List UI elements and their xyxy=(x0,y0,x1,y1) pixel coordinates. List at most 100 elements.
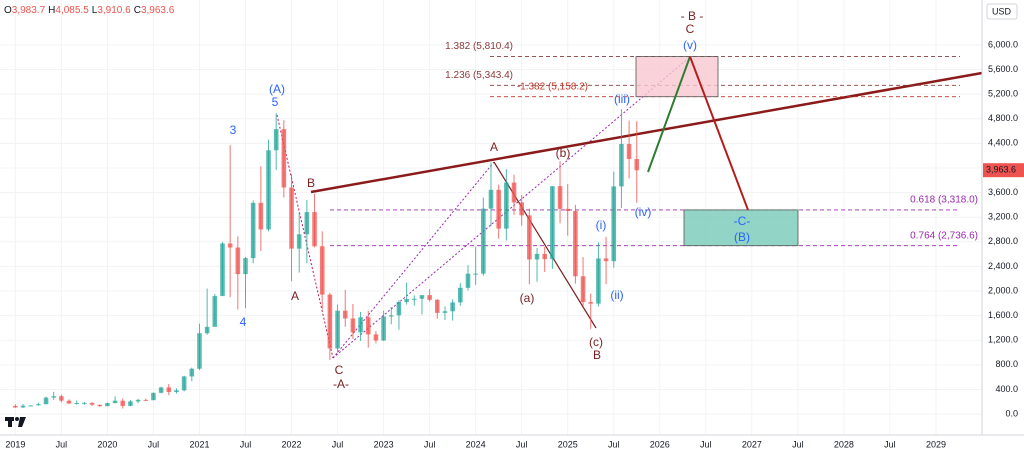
last-price-label: 3,963.6 xyxy=(986,165,1016,175)
x-tick-label: Jul xyxy=(884,439,896,449)
y-tick-label: 3,200.0 xyxy=(988,212,1018,222)
wave-label: (iv) xyxy=(635,205,652,219)
wave-label: - B - xyxy=(681,9,704,23)
ohlc-value: 4,085.5 xyxy=(55,5,89,16)
x-tick-label: 2021 xyxy=(189,439,209,449)
candle-body xyxy=(557,186,563,209)
wave-label: (b) xyxy=(556,146,571,160)
trend-line xyxy=(310,71,983,194)
wave-label: 4 xyxy=(240,315,247,329)
candle-body xyxy=(481,208,486,274)
wave-label: 5 xyxy=(272,95,279,109)
candle-body xyxy=(128,401,133,406)
candle-body xyxy=(519,202,524,216)
candle-body xyxy=(266,150,271,230)
y-tick-label: 2,000.0 xyxy=(988,285,1018,295)
candle-body xyxy=(296,234,302,249)
x-tick-label: Jul xyxy=(56,439,68,449)
candle-body xyxy=(619,143,624,187)
fib-label: 1.236 (5,343.4) xyxy=(445,70,513,81)
fib-label: 1.382 (5,810.4) xyxy=(445,41,513,52)
wave-label: -C- xyxy=(734,214,751,228)
wave-label: A xyxy=(291,289,299,303)
x-tick-label: 2023 xyxy=(374,439,394,449)
y-tick-label: 5,600.0 xyxy=(988,64,1018,74)
ohlc-key: C xyxy=(134,5,141,16)
ohlc-value: 3,963.6 xyxy=(141,5,175,16)
candle-body xyxy=(181,376,187,391)
fib-label: 0.764 (2,736.6) xyxy=(910,230,978,241)
candle-body xyxy=(588,302,594,304)
candle-body xyxy=(427,295,432,300)
candle-body xyxy=(312,212,317,247)
wave-label: C xyxy=(686,22,695,36)
candle-body xyxy=(281,129,287,188)
wave-label: A xyxy=(490,140,498,154)
candle-body xyxy=(335,310,340,349)
x-tick-label: 2022 xyxy=(282,439,302,449)
candle-body xyxy=(97,404,103,407)
wave-label: (c) xyxy=(589,335,603,349)
candle-body xyxy=(319,246,325,295)
candle-body xyxy=(365,317,371,335)
candle-body xyxy=(358,317,363,333)
wave-label: (B) xyxy=(734,230,750,244)
y-tick-label: 2,800.0 xyxy=(988,236,1018,246)
ohlc-key: L xyxy=(92,5,98,16)
x-tick-label: 2020 xyxy=(97,439,117,449)
candle-body xyxy=(28,405,33,407)
x-tick-label: Jul xyxy=(240,439,252,449)
y-tick-label: 6,000.0 xyxy=(988,39,1018,49)
candle-body xyxy=(174,390,179,392)
candle-body xyxy=(381,316,386,341)
candle-body xyxy=(434,299,440,313)
candle-body xyxy=(442,311,448,313)
overlay-layer: 1.382 (5,810.4) 1.236 (5,343.4) -1.382 (5,… xyxy=(230,9,978,391)
candle-body xyxy=(465,273,471,288)
candle-body xyxy=(105,403,110,407)
candle-body xyxy=(473,273,478,275)
ohlc-key: O xyxy=(4,5,12,16)
candle-body xyxy=(204,326,210,334)
wave-connector xyxy=(332,56,691,359)
candle-body xyxy=(419,295,425,299)
candles xyxy=(13,109,640,409)
candle-body xyxy=(404,299,409,302)
x-tick-label: 2029 xyxy=(926,439,946,449)
last-price-tag xyxy=(983,163,1024,178)
candle-body xyxy=(496,189,501,229)
candle-body xyxy=(388,315,394,317)
x-tick-label: 2024 xyxy=(466,439,486,449)
ohlc-value: 3,910.6 xyxy=(97,5,131,16)
candle-body xyxy=(74,403,80,405)
candle-body xyxy=(189,368,195,377)
candle-body xyxy=(158,387,164,393)
y-tick-label: 1,200.0 xyxy=(988,335,1018,345)
wave-connector xyxy=(276,114,334,359)
candle-body xyxy=(596,258,601,304)
projection-arrow xyxy=(689,56,749,211)
y-tick-label: 4,400.0 xyxy=(988,138,1018,148)
candle-body xyxy=(36,404,41,406)
candle-body xyxy=(89,402,95,405)
candle-body xyxy=(488,189,494,209)
y-tick-label: 1,600.0 xyxy=(988,310,1018,320)
currency[interactable]: USD xyxy=(992,6,1012,16)
candle-body xyxy=(411,298,417,300)
y-tick-label: 400.0 xyxy=(995,384,1018,394)
candle-body xyxy=(304,212,310,235)
candle-body xyxy=(573,211,578,277)
candle-body xyxy=(273,129,279,151)
wave-label: (iii) xyxy=(614,92,630,106)
candle-body xyxy=(542,253,548,260)
candle-body xyxy=(135,399,141,402)
candle-body xyxy=(580,276,586,303)
candle-body xyxy=(327,294,333,349)
currency-button[interactable] xyxy=(986,3,1018,20)
wave-label: -A- xyxy=(333,377,349,391)
candle-body xyxy=(342,310,348,319)
candle-body xyxy=(250,202,256,259)
logo xyxy=(5,417,26,427)
candle-body xyxy=(112,400,118,404)
wave-label: (A) xyxy=(269,82,285,96)
